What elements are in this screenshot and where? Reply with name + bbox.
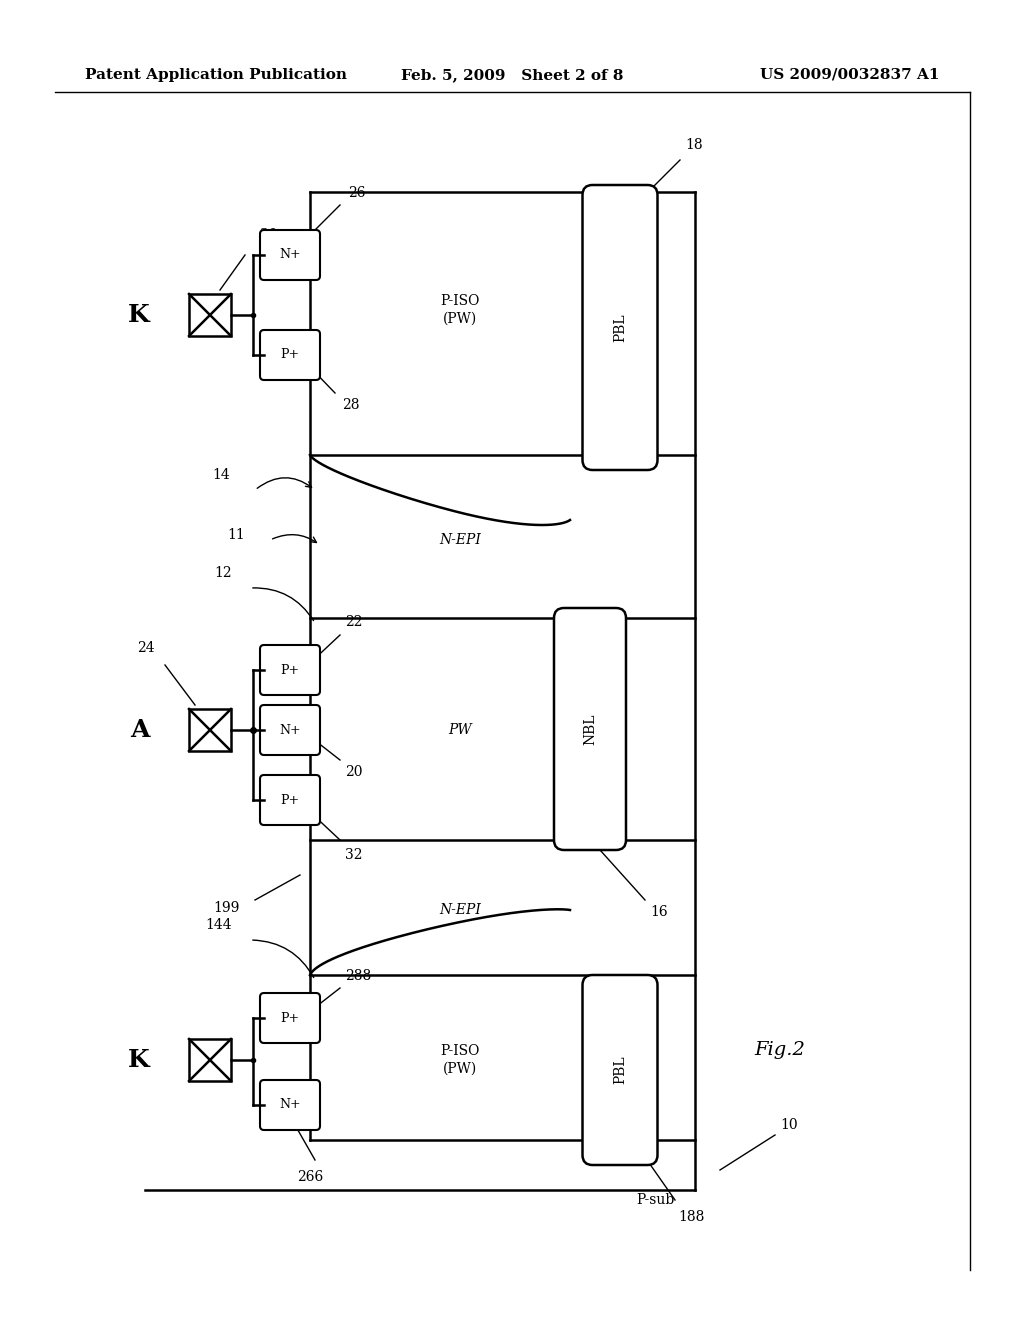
FancyBboxPatch shape <box>554 609 626 850</box>
Text: 11: 11 <box>227 528 245 543</box>
FancyBboxPatch shape <box>260 1080 319 1130</box>
Text: 144: 144 <box>206 917 232 932</box>
Text: K: K <box>128 1048 150 1072</box>
Bar <box>189 1039 231 1081</box>
FancyBboxPatch shape <box>583 975 657 1166</box>
Text: 16: 16 <box>650 906 668 919</box>
Text: PW: PW <box>449 723 472 737</box>
Text: 26: 26 <box>348 186 366 201</box>
Text: 30: 30 <box>260 228 278 242</box>
FancyBboxPatch shape <box>583 185 657 470</box>
Text: N+: N+ <box>280 1098 301 1111</box>
Text: 288: 288 <box>345 969 372 983</box>
Text: N-EPI: N-EPI <box>439 903 481 917</box>
FancyBboxPatch shape <box>260 230 319 280</box>
Text: 28: 28 <box>342 399 359 412</box>
Text: Fig.2: Fig.2 <box>755 1041 806 1059</box>
Text: 188: 188 <box>678 1210 705 1224</box>
Bar <box>189 709 231 751</box>
Text: P-ISO
(PW): P-ISO (PW) <box>440 294 479 326</box>
Text: 24: 24 <box>137 642 155 655</box>
Text: 32: 32 <box>345 847 362 862</box>
Text: P+: P+ <box>281 664 300 676</box>
FancyBboxPatch shape <box>260 645 319 696</box>
Text: PBL: PBL <box>613 1056 627 1084</box>
Text: K: K <box>128 304 150 327</box>
Text: 199: 199 <box>214 902 240 915</box>
Text: P+: P+ <box>281 348 300 362</box>
Text: 10: 10 <box>780 1118 798 1133</box>
Text: N-EPI: N-EPI <box>439 533 481 546</box>
Text: Feb. 5, 2009   Sheet 2 of 8: Feb. 5, 2009 Sheet 2 of 8 <box>400 69 624 82</box>
Text: Patent Application Publication: Patent Application Publication <box>85 69 347 82</box>
Text: P+: P+ <box>281 1011 300 1024</box>
Text: PBL: PBL <box>613 313 627 342</box>
FancyBboxPatch shape <box>260 330 319 380</box>
Text: P+: P+ <box>281 793 300 807</box>
Text: 266: 266 <box>297 1170 324 1184</box>
FancyBboxPatch shape <box>260 993 319 1043</box>
Text: A: A <box>130 718 150 742</box>
FancyBboxPatch shape <box>260 775 319 825</box>
Text: N+: N+ <box>280 723 301 737</box>
FancyBboxPatch shape <box>260 705 319 755</box>
Text: 20: 20 <box>345 766 362 779</box>
Bar <box>189 294 231 337</box>
Text: 22: 22 <box>345 615 362 630</box>
Text: NBL: NBL <box>583 713 597 744</box>
Text: 18: 18 <box>685 139 702 152</box>
Text: P-sub: P-sub <box>636 1193 674 1206</box>
Text: N+: N+ <box>280 248 301 261</box>
Text: 14: 14 <box>212 469 230 482</box>
Text: US 2009/0032837 A1: US 2009/0032837 A1 <box>761 69 940 82</box>
Text: P-ISO
(PW): P-ISO (PW) <box>440 1044 479 1076</box>
Text: 12: 12 <box>214 566 232 579</box>
